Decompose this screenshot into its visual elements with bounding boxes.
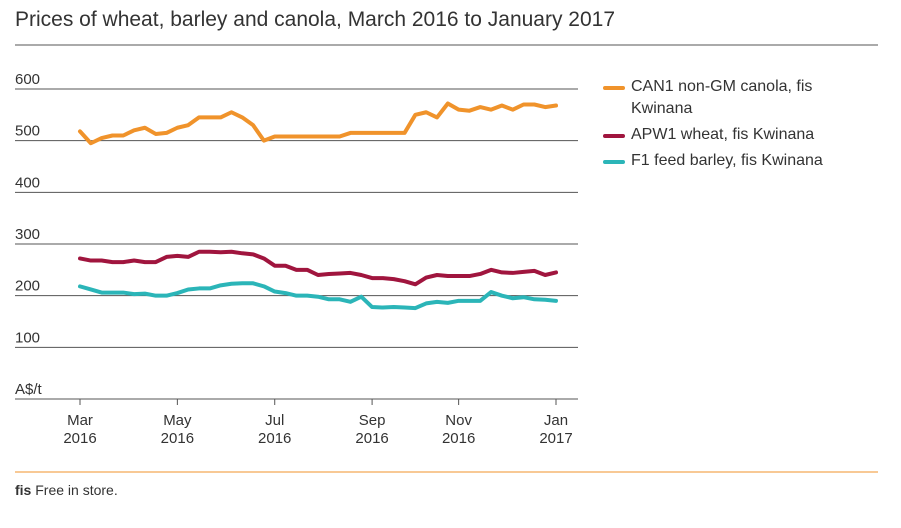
x-tick-label: Mar 2016 — [63, 412, 96, 447]
legend-swatch — [603, 134, 625, 138]
legend-swatch — [603, 86, 625, 90]
x-tick-label: May 2016 — [161, 412, 194, 447]
y-tick-label: 400 — [15, 174, 40, 191]
series-line — [78, 249, 558, 287]
legend: CAN1 non-GM canola, fis Kwinana APW1 whea… — [603, 76, 843, 176]
x-tick-label-line: Jul — [265, 412, 284, 429]
x-tick-label-line: 2016 — [258, 430, 291, 447]
x-tick-label-line: Jan — [544, 412, 568, 429]
series-line — [78, 281, 558, 311]
legend-label: CAN1 non-GM canola, fis Kwinana — [631, 78, 813, 117]
series-line — [78, 101, 558, 146]
x-tick-label-line: May — [163, 412, 192, 429]
x-tick-label-line: 2016 — [355, 430, 388, 447]
legend-label: APW1 wheat, fis Kwinana — [631, 126, 815, 143]
footnote-abbr: fis — [15, 482, 32, 498]
y-tick-label: 100 — [15, 329, 40, 346]
x-tick-label-line: 2016 — [442, 430, 475, 447]
x-tick-label: Nov 2016 — [442, 412, 475, 447]
legend-label: F1 feed barley, fis Kwinana — [631, 152, 823, 169]
x-tick-label-line: Nov — [445, 412, 472, 429]
chart-title: Prices of wheat, barley and canola, Marc… — [15, 8, 616, 31]
legend-item: CAN1 non-GM canola, fis Kwinana — [603, 76, 843, 120]
x-tick-label-line: Sep — [359, 412, 386, 429]
y-tick-label: 500 — [15, 123, 40, 140]
x-tick-label: Jan 2017 — [539, 412, 572, 447]
legend-item: APW1 wheat, fis Kwinana — [603, 124, 843, 146]
x-tick-label-line: Mar — [67, 412, 93, 429]
x-tick-label-line: 2016 — [161, 430, 194, 447]
x-tick-label-line: 2017 — [539, 430, 572, 447]
x-tick-label: Sep 2016 — [355, 412, 388, 447]
y-tick-label: 200 — [15, 278, 40, 295]
legend-item: F1 feed barley, fis Kwinana — [603, 150, 843, 172]
footnote-text: Free in store. — [35, 482, 118, 498]
y-tick-label: A$/t — [15, 381, 43, 398]
footnote: fis Free in store. — [15, 482, 118, 498]
x-tick-label-line: 2016 — [63, 430, 96, 447]
y-tick-label: 300 — [15, 226, 40, 243]
legend-swatch — [603, 160, 625, 164]
x-tick-label: Jul 2016 — [258, 412, 291, 447]
y-tick-label: 600 — [15, 71, 40, 88]
